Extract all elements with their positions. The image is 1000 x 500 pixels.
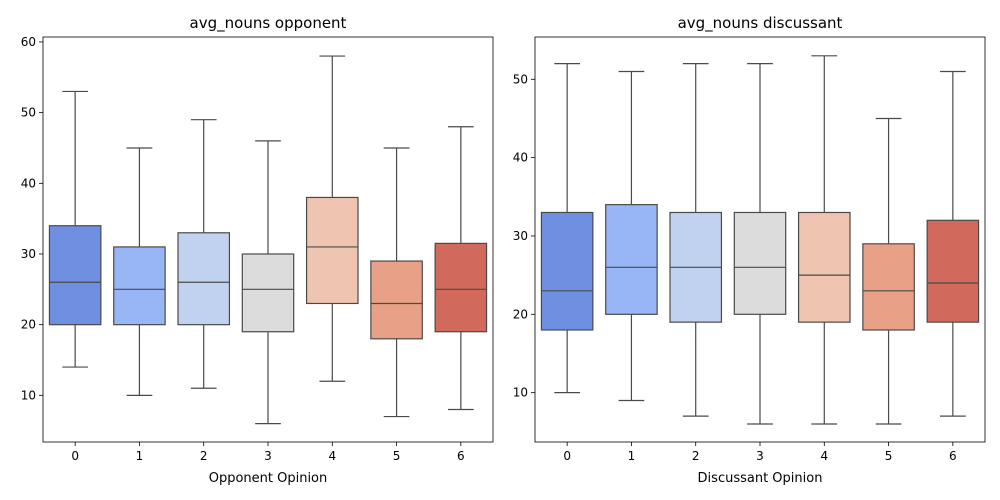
box-1	[605, 204, 658, 315]
box-5	[370, 260, 423, 340]
y-tick-label: 20	[513, 307, 528, 321]
box-2	[177, 232, 231, 326]
box-6	[926, 219, 980, 323]
y-tick-label: 40	[21, 176, 36, 190]
y-tick-label: 50	[513, 72, 528, 86]
opponent-plot-area: 10 20 30 40 50 60 0 1 2 3 4 5 6	[21, 35, 494, 463]
box-0	[48, 225, 102, 326]
discussant-x-axis-label: Discussant Opinion	[698, 471, 823, 486]
opponent-chart-title: avg_nouns opponent	[190, 14, 347, 33]
x-tick-label: 0	[71, 449, 79, 463]
x-tick-label: 3	[756, 449, 764, 463]
y-tick-label: 30	[21, 247, 36, 261]
x-tick-label: 5	[885, 449, 893, 463]
box-6	[434, 242, 488, 333]
axes-frame	[42, 36, 494, 443]
box-5	[862, 243, 915, 331]
opponent-panel: avg_nouns opponent 10 20 30 40 50 60 0 1 2 3 4 5 6 O…	[21, 14, 494, 486]
box-0	[540, 211, 594, 331]
x-tick-label: 6	[457, 449, 465, 463]
box-3	[733, 211, 787, 315]
y-tick-label: 20	[21, 318, 36, 332]
x-tick-label: 1	[136, 449, 144, 463]
box-4	[305, 196, 359, 305]
axes-frame	[534, 36, 986, 443]
box-4	[797, 211, 851, 323]
y-tick-label: 10	[21, 388, 36, 402]
discussant-panel: avg_nouns discussant 10 20 30 40 50 0 1 2 3 4 5 6 D…	[513, 14, 986, 486]
box-1	[113, 246, 166, 326]
y-tick-label: 30	[513, 229, 528, 243]
x-tick-label: 2	[200, 449, 208, 463]
opponent-x-axis-label: Opponent Opinion	[209, 471, 328, 486]
x-tick-label: 5	[393, 449, 401, 463]
x-tick-label: 0	[563, 449, 571, 463]
x-tick-label: 2	[692, 449, 700, 463]
x-tick-label: 6	[949, 449, 957, 463]
box-3	[241, 253, 295, 333]
x-tick-label: 4	[328, 449, 336, 463]
y-tick-label: 40	[513, 151, 528, 165]
y-tick-label: 60	[21, 35, 36, 49]
y-tick-label: 50	[21, 106, 36, 120]
discussant-plot-area: 10 20 30 40 50 0 1 2 3 4 5 6	[513, 36, 986, 463]
x-tick-label: 4	[820, 449, 828, 463]
x-tick-label: 3	[264, 449, 272, 463]
y-tick-label: 10	[513, 386, 528, 400]
discussant-chart-title: avg_nouns discussant	[678, 14, 843, 33]
x-tick-label: 1	[628, 449, 636, 463]
